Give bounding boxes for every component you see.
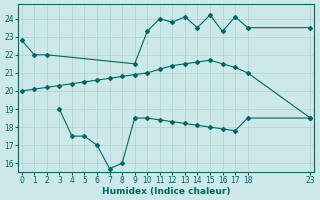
X-axis label: Humidex (Indice chaleur): Humidex (Indice chaleur) [102,187,230,196]
